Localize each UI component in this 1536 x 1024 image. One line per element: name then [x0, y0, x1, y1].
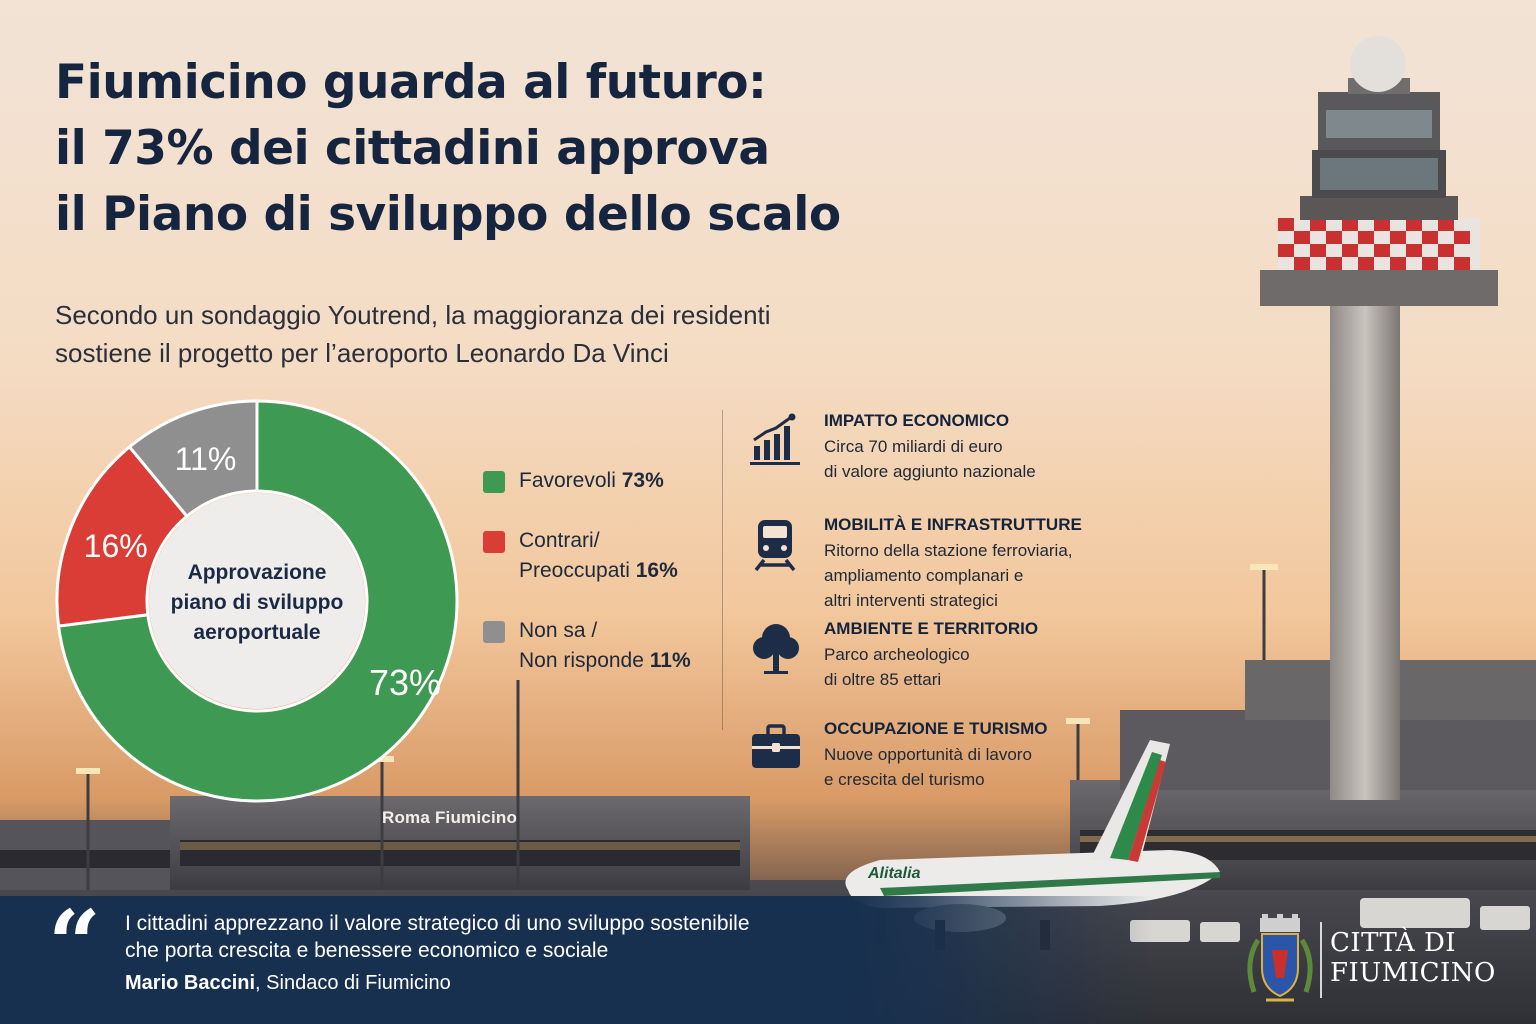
- impact-list: IMPATTO ECONOMICO Circa 70 miliardi di e…: [748, 408, 1128, 820]
- legend-value: 16%: [635, 559, 678, 582]
- impact-desc-line: Nuove opportunità di lavoro: [824, 745, 1032, 764]
- headline-line: il 73% dei cittadini approva: [55, 121, 770, 176]
- author-role: , Sindaco di Fiumicino: [255, 972, 451, 994]
- city-name: CITTÀ DI FIUMICINO: [1330, 928, 1496, 988]
- city-name-line: CITTÀ DI: [1330, 928, 1457, 958]
- donut-center-label: aeroportuale: [193, 621, 320, 644]
- city-crest-logo: [1247, 914, 1322, 1002]
- terminal-sign: Roma Fiumicino: [382, 808, 518, 827]
- legend-label: Preoccupati: [519, 559, 630, 582]
- donut-slice: [127, 399, 259, 519]
- legend-label: Favorevoli: [519, 469, 616, 492]
- donut-svg: 73% 16% 11% Approvazione piano di sviluppo ae…: [55, 399, 459, 803]
- donut-center-label: piano di sviluppo: [171, 591, 344, 614]
- impact-desc: Circa 70 miliardi di euro di valore aggi…: [824, 434, 1128, 484]
- tree-icon: [753, 624, 799, 674]
- control-tower: [1260, 36, 1498, 800]
- terminal-building: [0, 796, 750, 890]
- quote-icon: “: [48, 890, 101, 998]
- donut-center: [149, 493, 365, 709]
- chart-legend: Favorevoli 73% Contrari/ Preoccupati 16%…: [483, 466, 691, 706]
- plane-livery-text: Alitalia: [867, 865, 921, 882]
- legend-value: 73%: [621, 469, 664, 492]
- author-name: Mario Baccini: [125, 972, 256, 994]
- impact-desc-line: Ritorno della stazione ferroviaria,: [824, 541, 1073, 560]
- airplane: Alitalia: [845, 740, 1220, 950]
- quote-line: I cittadini apprezzano il valore strateg…: [125, 912, 750, 935]
- impact-desc-line: ampliamento complanari e: [824, 566, 1024, 585]
- headline: Fiumicino guarda al futuro: il 73% dei c…: [55, 50, 841, 248]
- donut-slice: [56, 399, 459, 803]
- legend-item-favorevoli: Favorevoli 73%: [483, 466, 691, 496]
- legend-swatch: [483, 621, 505, 643]
- donut-slice: [55, 444, 189, 628]
- impact-occupazione: OCCUPAZIONE E TURISMO Nuove opportunità …: [748, 716, 1128, 820]
- impact-desc: Ritorno della stazione ferroviaria, ampl…: [824, 538, 1128, 613]
- impact-desc-line: di valore aggiunto nazionale: [824, 462, 1036, 481]
- impact-title: OCCUPAZIONE E TURISMO: [824, 719, 1048, 738]
- growth-chart-icon: [750, 413, 800, 465]
- impact-ambiente: AMBIENTE E TERRITORIO Parco archeologico…: [748, 616, 1128, 716]
- legend-item-non-sa: Non sa / Non risponde 11%: [483, 616, 691, 676]
- impact-desc: Nuove opportunità di lavoro e crescita d…: [824, 742, 1128, 792]
- subtitle: Secondo un sondaggio Youtrend, la maggio…: [55, 296, 771, 372]
- legend-label: Non risponde: [519, 649, 644, 672]
- donut-slice-label: 16%: [84, 528, 148, 564]
- legend-label: Contrari/: [519, 529, 600, 552]
- donut-slice-label: 73%: [369, 662, 441, 703]
- quote-text: I cittadini apprezzano il valore strateg…: [125, 910, 750, 964]
- legend-value: 11%: [649, 649, 691, 672]
- impact-desc-line: Circa 70 miliardi di euro: [824, 437, 1003, 456]
- legend-swatch: [483, 471, 505, 493]
- impact-desc: Parco archeologico di oltre 85 ettari: [824, 642, 1128, 692]
- impact-title: MOBILITÀ E INFRASTRUTTURE: [824, 515, 1082, 534]
- subtitle-line: Secondo un sondaggio Youtrend, la maggio…: [55, 300, 771, 330]
- legend-swatch: [483, 531, 505, 553]
- impact-title: IMPATTO ECONOMICO: [824, 411, 1010, 430]
- train-icon: [754, 520, 796, 572]
- legend-label: Non sa /: [519, 619, 598, 642]
- headline-line: Fiumicino guarda al futuro:: [55, 55, 767, 110]
- impact-desc-line: Parco archeologico: [824, 645, 970, 664]
- impact-economico: IMPATTO ECONOMICO Circa 70 miliardi di e…: [748, 408, 1128, 512]
- impact-desc-line: di oltre 85 ettari: [824, 670, 942, 689]
- legend-item-contrari: Contrari/ Preoccupati 16%: [483, 526, 691, 586]
- impact-desc-line: altri interventi strategici: [824, 591, 998, 610]
- donut-chart: 73% 16% 11% Approvazione piano di sviluppo ae…: [52, 396, 462, 806]
- city-name-line: FIUMICINO: [1330, 958, 1496, 988]
- briefcase-icon: [752, 724, 800, 768]
- donut-slice-label: 11%: [175, 441, 237, 477]
- donut-center-label: Approvazione: [188, 561, 327, 584]
- divider: [722, 410, 723, 730]
- impact-mobilita: MOBILITÀ E INFRASTRUTTURE Ritorno della …: [748, 512, 1128, 616]
- impact-desc-line: e crescita del turismo: [824, 770, 985, 789]
- headline-line: il Piano di sviluppo dello scalo: [55, 187, 841, 242]
- subtitle-line: sostiene il progetto per l’aeroporto Leo…: [55, 338, 669, 368]
- quote-line: che porta crescita e benessere economico…: [125, 939, 609, 962]
- impact-title: AMBIENTE E TERRITORIO: [824, 619, 1039, 638]
- quote-author: Mario Baccini, Sindaco di Fiumicino: [125, 972, 451, 995]
